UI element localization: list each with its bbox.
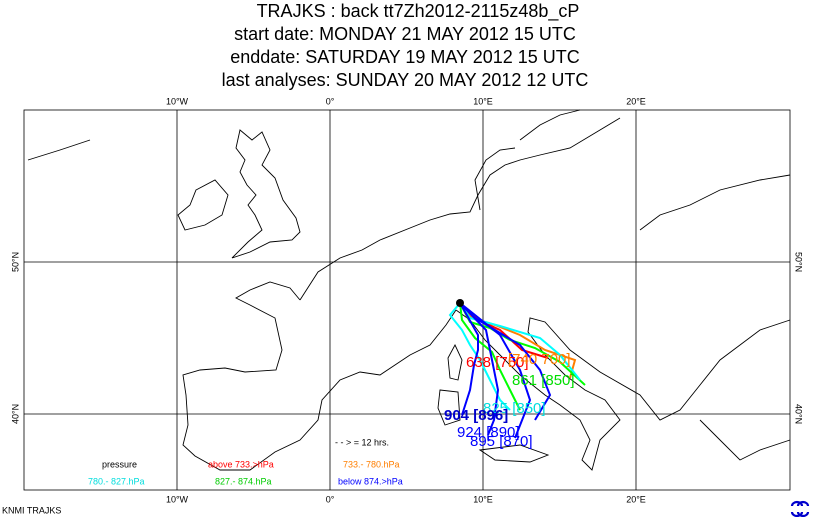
trajectory-label: 904 [896] bbox=[444, 407, 508, 424]
trajectory bbox=[459, 302, 532, 439]
trajectory-label: 861 [850] bbox=[512, 372, 575, 389]
trajectory-label: [740 700] bbox=[508, 351, 571, 368]
map-frame bbox=[23, 109, 791, 491]
lon-label: 10°E bbox=[473, 96, 493, 106]
trajectory-label: 638 [750] bbox=[466, 354, 529, 371]
trajectory bbox=[459, 302, 581, 381]
legend-entry: above 733.>hPa bbox=[208, 459, 274, 469]
footer-credit: KNMI TRAJKS bbox=[2, 505, 61, 515]
time-marker-legend: - - > = 12 hrs. bbox=[335, 437, 389, 447]
logo bbox=[790, 500, 810, 518]
map: 638 [750] [740 700] 861 [850] 825 [850] … bbox=[23, 109, 791, 491]
lon-label: 20°E bbox=[626, 494, 646, 504]
end-date: enddate: SATURDAY 19 MAY 2012 15 UTC bbox=[230, 47, 580, 67]
trajectories bbox=[448, 299, 586, 439]
legend-entry: below 874.>hPa bbox=[338, 476, 403, 486]
title: TRAJKS : back tt7Zh2012-2115z48b_cP bbox=[257, 1, 580, 22]
lat-label: 50°N bbox=[794, 252, 804, 272]
trajectory-label: 924 [890] bbox=[457, 424, 520, 441]
lon-label: 10°W bbox=[166, 494, 189, 504]
lon-label: 0° bbox=[326, 96, 335, 106]
lon-label: 10°W bbox=[166, 96, 189, 106]
trajectory bbox=[459, 302, 479, 416]
lat-label: 50°N bbox=[10, 252, 20, 272]
legend-entry: 827.- 874.hPa bbox=[215, 476, 272, 486]
coastlines bbox=[27, 109, 791, 471]
lat-label: 40°N bbox=[10, 404, 20, 424]
legend-entry: 780.- 827.hPa bbox=[88, 476, 145, 486]
trajectory bbox=[448, 302, 511, 411]
start-date: start date: MONDAY 21 MAY 2012 15 UTC bbox=[234, 24, 576, 44]
lat-label: 40°N bbox=[794, 404, 804, 424]
lon-label: 10°E bbox=[473, 494, 493, 504]
lon-label: 0° bbox=[326, 494, 335, 504]
lon-label: 20°E bbox=[626, 96, 646, 106]
last-analyses: last analyses: SUNDAY 20 MAY 2012 12 UTC bbox=[222, 70, 589, 90]
trajectory bbox=[459, 302, 521, 411]
trajectory-label: 825 [850] bbox=[483, 400, 546, 417]
legend-entry: 733.- 780.hPa bbox=[343, 459, 400, 469]
trajectory-label: 895 [870] bbox=[470, 433, 533, 450]
start-point bbox=[456, 299, 464, 307]
legend-heading: pressure bbox=[102, 459, 137, 469]
trajectory bbox=[459, 302, 500, 436]
